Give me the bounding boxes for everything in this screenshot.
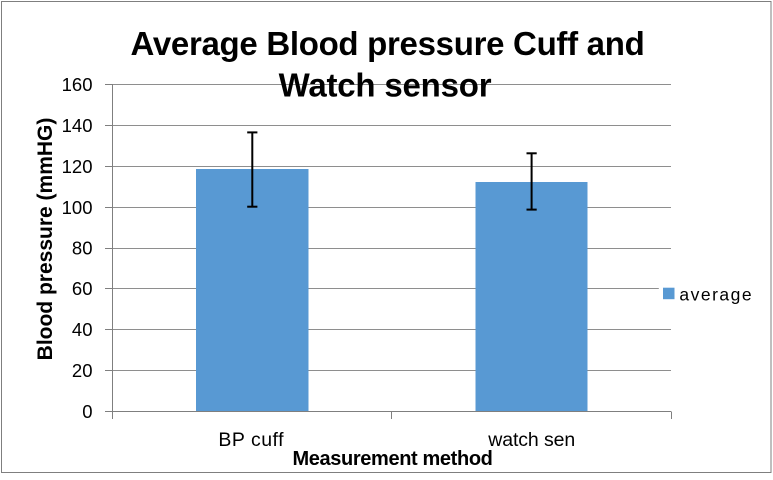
svg-text:160: 160: [62, 74, 93, 95]
svg-text:Average Blood pressure Cuff an: Average Blood pressure Cuff and: [131, 25, 645, 62]
svg-text:Measurement method: Measurement method: [292, 448, 492, 470]
svg-text:BP cuff: BP cuff: [218, 429, 284, 451]
svg-text:20: 20: [72, 360, 93, 381]
svg-text:Watch sensor: Watch sensor: [279, 67, 492, 104]
svg-text:80: 80: [72, 238, 93, 259]
svg-text:40: 40: [72, 319, 93, 340]
svg-text:watch sen: watch sen: [487, 429, 575, 451]
svg-text:120: 120: [62, 156, 93, 177]
svg-text:average: average: [679, 285, 753, 305]
svg-text:100: 100: [62, 197, 93, 218]
svg-text:60: 60: [72, 278, 93, 299]
svg-text:Blood pressure (mmHG): Blood pressure (mmHG): [34, 118, 57, 361]
svg-text:0: 0: [82, 401, 92, 422]
svg-text:140: 140: [62, 115, 93, 136]
